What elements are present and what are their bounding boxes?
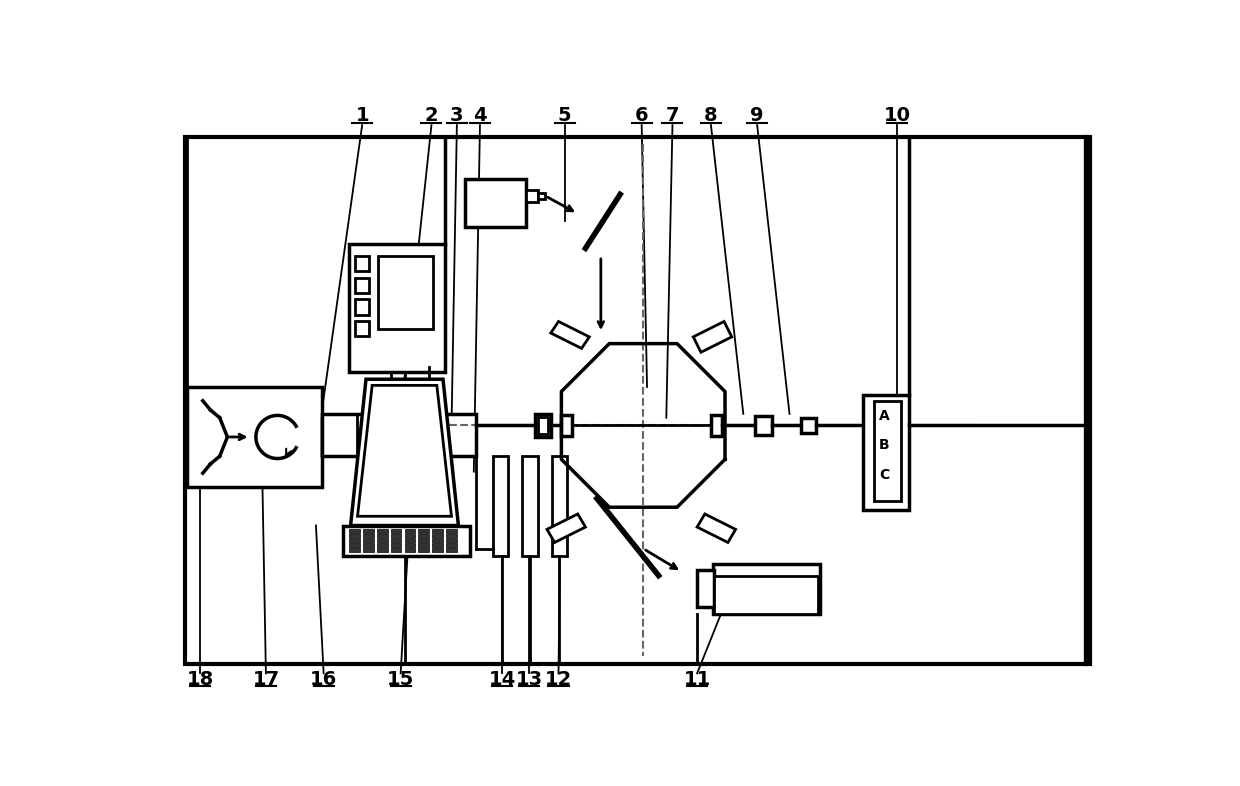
Bar: [350, 534, 360, 538]
Polygon shape: [693, 321, 732, 352]
Text: 13: 13: [516, 670, 543, 689]
Polygon shape: [351, 379, 459, 526]
Bar: [446, 529, 456, 533]
Bar: [399, 395, 409, 409]
Text: A: A: [879, 410, 889, 423]
Bar: [391, 534, 402, 538]
Bar: [874, 401, 901, 501]
Text: 2: 2: [424, 106, 438, 126]
Bar: [355, 256, 370, 271]
Bar: [391, 548, 402, 552]
Text: 17: 17: [252, 670, 279, 689]
Bar: [350, 244, 445, 372]
Bar: [433, 548, 443, 552]
Bar: [363, 548, 373, 552]
Bar: [363, 538, 373, 542]
Bar: [538, 193, 546, 199]
Bar: [350, 548, 360, 552]
Bar: [418, 529, 429, 533]
Bar: [343, 526, 470, 556]
Bar: [391, 538, 402, 542]
Bar: [363, 543, 373, 547]
Bar: [377, 534, 388, 538]
Bar: [386, 395, 394, 409]
Text: 1: 1: [356, 106, 370, 126]
Text: B: B: [879, 439, 889, 453]
Bar: [377, 543, 388, 547]
Text: 11: 11: [683, 670, 711, 689]
Bar: [355, 299, 370, 314]
Text: 12: 12: [544, 670, 572, 689]
Bar: [433, 529, 443, 533]
Bar: [185, 137, 1090, 664]
Bar: [322, 419, 357, 454]
Bar: [714, 575, 818, 614]
Bar: [187, 387, 322, 487]
Bar: [494, 456, 508, 556]
Bar: [404, 534, 415, 538]
Bar: [404, 529, 415, 533]
Bar: [377, 256, 433, 329]
Bar: [713, 564, 821, 614]
Bar: [446, 534, 456, 538]
Text: 6: 6: [635, 106, 649, 126]
Text: C: C: [879, 468, 889, 482]
Polygon shape: [551, 321, 589, 348]
Bar: [446, 548, 456, 552]
Bar: [433, 538, 443, 542]
Bar: [391, 529, 402, 533]
Bar: [536, 414, 551, 437]
Text: 3: 3: [450, 106, 464, 126]
Text: 5: 5: [558, 106, 572, 126]
Text: 16: 16: [310, 670, 337, 689]
Bar: [355, 321, 370, 336]
Bar: [404, 548, 415, 552]
Polygon shape: [547, 514, 585, 542]
Text: 9: 9: [750, 106, 764, 126]
Bar: [350, 543, 360, 547]
Bar: [377, 529, 388, 533]
Bar: [363, 534, 373, 538]
Bar: [711, 415, 722, 436]
Text: 14: 14: [489, 670, 516, 689]
Bar: [446, 538, 456, 542]
Bar: [418, 538, 429, 542]
Bar: [433, 543, 443, 547]
Bar: [377, 538, 388, 542]
Bar: [404, 538, 415, 542]
Bar: [433, 534, 443, 538]
Polygon shape: [357, 385, 451, 516]
Bar: [465, 179, 526, 226]
Bar: [391, 543, 402, 547]
Text: 7: 7: [666, 106, 680, 126]
Bar: [371, 387, 376, 399]
Bar: [322, 414, 476, 456]
Text: 8: 8: [704, 106, 718, 126]
Polygon shape: [697, 514, 735, 542]
Text: 4: 4: [474, 106, 487, 126]
Bar: [418, 534, 429, 538]
Text: 15: 15: [387, 670, 414, 689]
Bar: [350, 538, 360, 542]
Bar: [538, 417, 548, 434]
Bar: [363, 529, 373, 533]
Bar: [560, 415, 572, 436]
Bar: [697, 570, 714, 607]
Bar: [377, 548, 388, 552]
Bar: [526, 189, 538, 202]
Bar: [350, 529, 360, 533]
Bar: [418, 543, 429, 547]
Bar: [801, 417, 816, 433]
Bar: [404, 543, 415, 547]
Bar: [446, 543, 456, 547]
Text: 10: 10: [884, 106, 911, 126]
Bar: [755, 416, 771, 435]
Text: 18: 18: [187, 670, 215, 689]
Bar: [418, 548, 429, 552]
Bar: [522, 456, 538, 556]
Bar: [863, 395, 909, 510]
Bar: [552, 456, 567, 556]
Bar: [355, 277, 370, 293]
Bar: [366, 399, 379, 416]
